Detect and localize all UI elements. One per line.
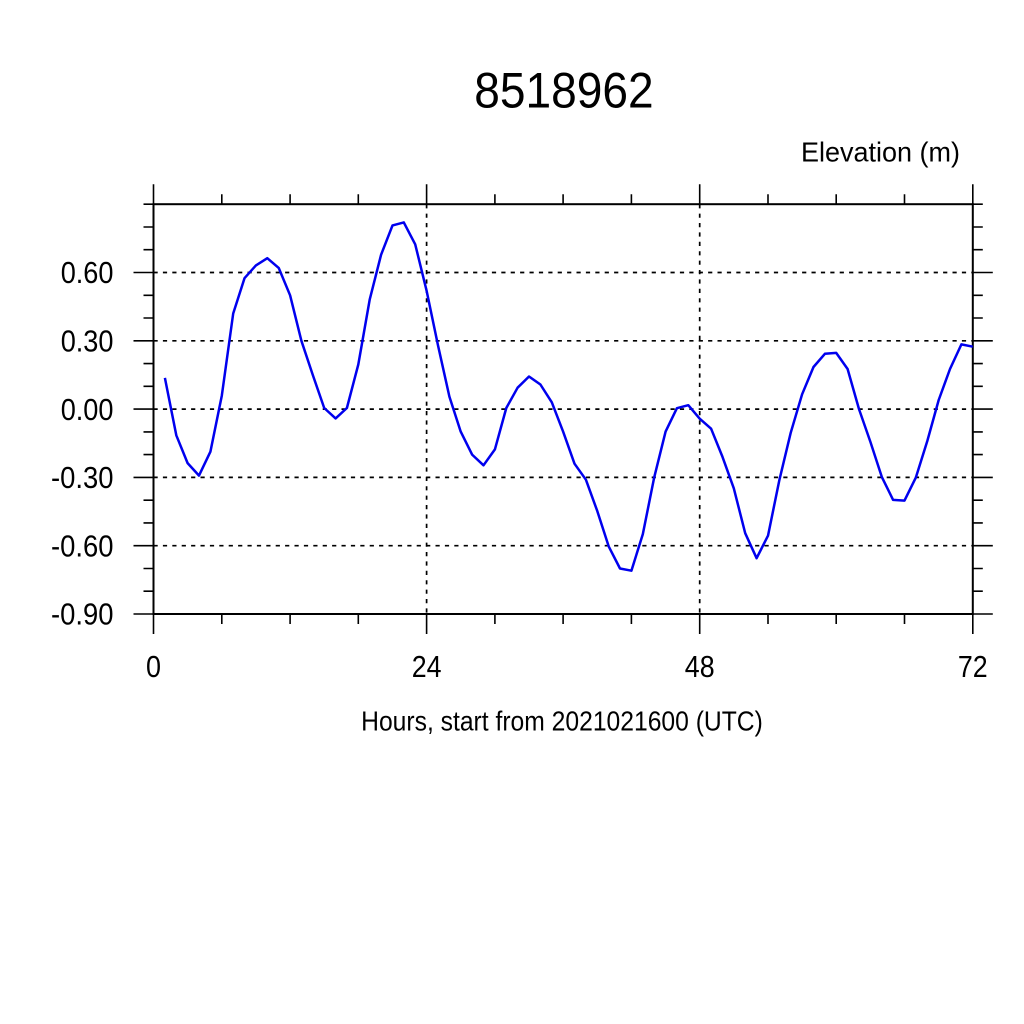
svg-text:0.00: 0.00: [61, 392, 114, 427]
svg-text:0.30: 0.30: [61, 324, 114, 359]
svg-text:24: 24: [412, 649, 442, 684]
svg-text:Elevation (m): Elevation (m): [801, 137, 960, 168]
svg-text:8518962: 8518962: [474, 62, 653, 118]
svg-text:-0.90: -0.90: [51, 597, 114, 632]
svg-text:0: 0: [146, 649, 161, 684]
svg-text:Hours, start from 2021021600 (: Hours, start from 2021021600 (UTC): [361, 706, 763, 737]
svg-text:-0.30: -0.30: [51, 460, 114, 495]
svg-text:0.60: 0.60: [61, 255, 114, 290]
svg-text:48: 48: [685, 649, 715, 684]
svg-text:72: 72: [958, 649, 988, 684]
svg-text:-0.60: -0.60: [51, 528, 114, 563]
